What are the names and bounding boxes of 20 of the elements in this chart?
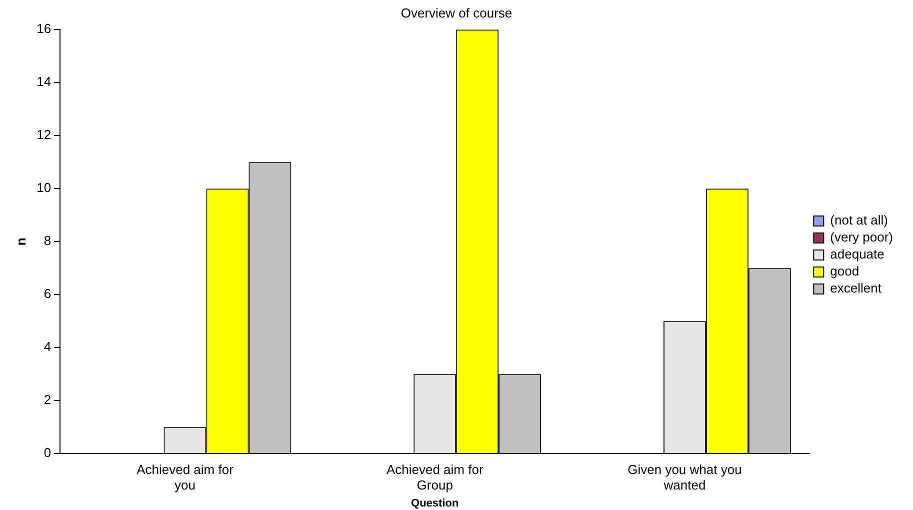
y-tick-label: 6 bbox=[44, 286, 52, 302]
y-tick-label: 0 bbox=[44, 445, 52, 460]
legend-label: excellent bbox=[830, 280, 882, 296]
y-tick-label: 10 bbox=[36, 180, 52, 196]
y-tick-label: 16 bbox=[36, 21, 52, 36]
x-tick-label: Achieved aim for you bbox=[136, 462, 234, 493]
x-tick-label: Achieved aim for Group bbox=[386, 462, 484, 493]
legend-label: good bbox=[830, 264, 860, 279]
legend-label: (very poor) bbox=[830, 230, 894, 245]
x-axis-title: Question bbox=[411, 497, 459, 510]
y-axis-title: n bbox=[13, 238, 28, 246]
legend-label: adequate bbox=[830, 246, 884, 262]
y-tick-label: 12 bbox=[36, 127, 52, 142]
y-tick-label: 4 bbox=[44, 339, 52, 354]
y-tick-label: 8 bbox=[44, 233, 52, 248]
chart-title: Overview of course bbox=[400, 5, 512, 20]
y-tick-label: 14 bbox=[36, 74, 52, 90]
legend-label: (not at all) bbox=[830, 212, 888, 228]
x-tick-label: Given you what you wanted bbox=[628, 462, 742, 493]
y-tick-label: 2 bbox=[44, 392, 52, 408]
